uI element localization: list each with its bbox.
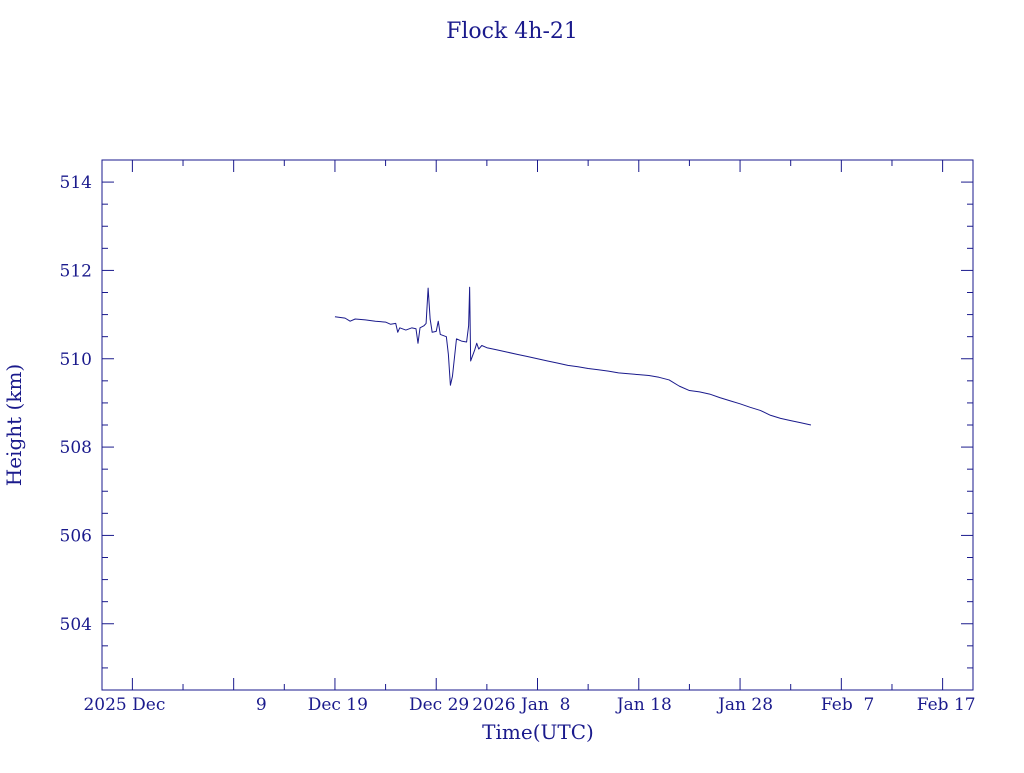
plot-frame	[101, 159, 974, 691]
y-tick-label: 514	[60, 173, 92, 193]
x-axis-label: Time(UTC)	[482, 720, 594, 744]
y-tick-label: 512	[60, 261, 92, 281]
chart-title: Flock 4h-21	[446, 19, 578, 44]
x-tick-label: Feb 7	[821, 695, 874, 715]
ticks-layer	[102, 159, 973, 691]
x-tick-label: Jan 18	[615, 695, 672, 715]
series-layer	[334, 286, 812, 426]
series-line	[334, 286, 812, 426]
x-tick-label: Dec 29	[409, 695, 469, 715]
y-tick-label: 506	[60, 526, 92, 546]
y-axis-label: Height (km)	[2, 364, 26, 486]
x-tick-label: 9	[256, 695, 267, 715]
y-tick-label: 504	[60, 615, 92, 635]
y-tick-label: 508	[60, 438, 92, 458]
x-tick-label: Feb 17	[917, 695, 976, 715]
labels-layer: 504 506 508 510 512 514 2025 Dec 9 Dec 19 Dec 29 2…	[60, 173, 976, 715]
x-tick-label: 2026 Jan 8	[472, 695, 570, 715]
y-tick-label: 510	[60, 350, 92, 370]
x-tick-label: Jan 28	[716, 695, 773, 715]
x-tick-label: 2025 Dec	[83, 695, 165, 715]
x-tick-label: Dec 19	[308, 695, 368, 715]
